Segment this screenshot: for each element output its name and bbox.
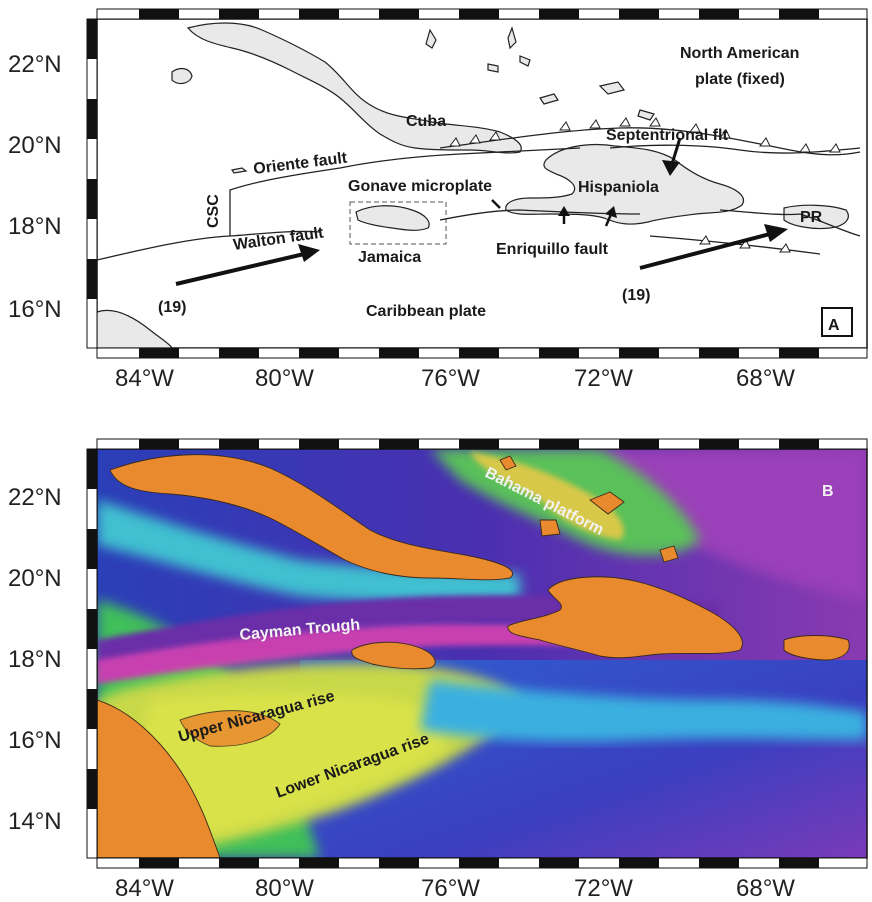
label-septentrional: Septentrional flt [606,127,728,144]
map-b-lat-tick: 20°N [8,565,62,592]
map-a-lon-tick: 68°W [736,365,795,392]
map-b-lon-tick: 68°W [736,875,795,902]
b-cuba-land [109,454,513,581]
map-a-frame [96,18,868,349]
map-b-lat-tick: 18°N [8,646,62,673]
jamaica-land [355,205,430,231]
b-jamaica-land [351,641,436,670]
map-a-lon-tick: 80°W [255,365,314,392]
honduras-land [97,309,173,348]
panel-a-label-box: A [821,307,853,337]
hispaniola-land [505,143,744,225]
label-north-american-1: North American [680,45,799,62]
jamaica-dashed-box [349,201,447,245]
label-north-american-2: plate (fixed) [695,71,785,88]
label-gonave: Gonave microplate [348,178,492,195]
isle-of-youth-land [171,67,193,85]
bahamas-land [425,26,655,121]
svg-text:A: A [828,317,840,334]
bathymetry [97,449,867,858]
b-bahamas-land [499,455,679,563]
cuba-land [186,22,522,154]
panel-b-label: B [822,483,834,500]
map-b-border [86,438,868,869]
label-csc: CSC [205,194,222,228]
label-enriquillo: Enriquillo fault [496,241,609,258]
label-rate-right: (19) [622,287,650,304]
map-b-lon-tick: 76°W [421,875,480,902]
map-a-lat-tick: 18°N [8,213,62,240]
label-jamaica: Jamaica [358,249,421,266]
puerto-rico-land [783,204,849,230]
map-a-lon-tick: 72°W [574,365,633,392]
map-a-lon-tick: 76°W [421,365,480,392]
label-caribbean: Caribbean plate [366,303,486,320]
map-b-lon-tick: 72°W [574,875,633,902]
map-a-lon-tick: 84°W [115,365,174,392]
label-rate-left: (19) [158,299,186,316]
label-cuba: Cuba [406,113,446,130]
map-a-lat-tick: 20°N [8,132,62,159]
map-a-lat-tick: 22°N [8,51,62,78]
label-pr: PR [800,209,823,226]
label-hispaniola: Hispaniola [578,179,659,196]
map-b: Bahama platform Cayman Trough Upper Nica… [8,438,868,902]
map-a-border [86,8,868,359]
map-a-lat-tick: 16°N [8,296,62,323]
map-b-lat-tick: 22°N [8,484,62,511]
b-hispaniola-land [507,576,743,659]
map-b-lon-tick: 84°W [115,875,174,902]
b-puerto-rico-land [783,635,850,661]
map-a: North American plate (fixed) Cuba Septen… [8,8,868,392]
map-b-lat-tick: 14°N [8,808,62,835]
map-b-lon-tick: 80°W [255,875,314,902]
map-b-lat-tick: 16°N [8,727,62,754]
motion-arrows [175,137,788,286]
cayman-islands-land [231,167,248,174]
b-nicaragua-bank-land [179,710,281,747]
b-honduras-land [97,699,221,858]
